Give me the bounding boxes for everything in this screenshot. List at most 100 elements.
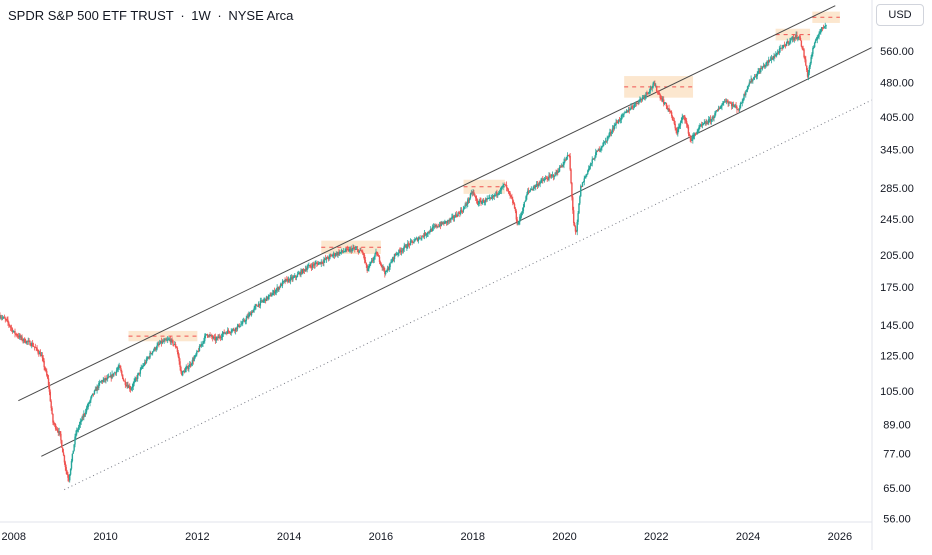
candle-body: [791, 37, 794, 39]
candle-body: [648, 90, 651, 93]
candle-body: [373, 256, 375, 260]
candle-body: [225, 332, 227, 334]
candle-body: [637, 102, 639, 104]
candle-body: [70, 460, 73, 469]
candle-body: [565, 159, 567, 161]
time-tick-label: 2022: [644, 531, 668, 543]
candle-body: [362, 253, 365, 255]
candle-body: [79, 421, 82, 425]
candle-body: [798, 36, 800, 38]
candle-body: [244, 321, 247, 323]
candle-body: [482, 200, 485, 203]
candle-body: [102, 379, 104, 382]
trend-line-2[interactable]: [64, 99, 873, 491]
candle-body: [428, 231, 430, 233]
candle-body: [314, 263, 316, 266]
candle-body: [551, 174, 554, 176]
candle-body: [40, 355, 43, 357]
candle-body: [245, 318, 247, 322]
candle-body: [18, 335, 21, 338]
candle-body: [631, 106, 633, 108]
candle-body: [553, 176, 555, 178]
candle-body: [460, 210, 462, 215]
candle-body: [441, 222, 443, 224]
interval-label[interactable]: 1W: [191, 8, 211, 23]
candle-body: [120, 368, 122, 372]
candle-body: [452, 216, 455, 219]
candle-body: [535, 185, 537, 188]
candle-body: [614, 125, 616, 126]
candle-body: [606, 137, 608, 142]
candle-body: [137, 372, 140, 375]
candle-body: [313, 264, 315, 266]
candle-body: [337, 252, 339, 255]
candle-body: [626, 110, 629, 113]
candle-body: [47, 378, 50, 386]
candle-body: [388, 267, 390, 270]
candle-body: [340, 250, 343, 252]
candle-body: [593, 158, 595, 160]
candle-body: [617, 122, 619, 124]
candle-body: [450, 218, 452, 221]
candle-body: [434, 226, 436, 228]
candle-body: [663, 99, 665, 104]
candle-body: [692, 136, 694, 141]
candle-body: [148, 357, 150, 358]
candle-body: [543, 179, 546, 181]
candle-body: [197, 351, 199, 352]
candle-body: [321, 261, 323, 263]
time-axis[interactable]: 2008 2010 2012 2014 2016 2018 2020 2022 2024 2026: [2, 531, 853, 543]
candle-body: [61, 447, 64, 453]
candle-body: [144, 362, 146, 365]
candle-body: [640, 98, 643, 100]
candle-body: [31, 343, 33, 346]
candle-body: [541, 179, 543, 181]
candle-body: [591, 159, 593, 164]
time-tick-label: 2024: [736, 531, 760, 543]
candle-body: [285, 279, 287, 282]
candle-body: [677, 129, 679, 134]
time-tick-label: 2010: [93, 531, 117, 543]
candle-body: [753, 77, 755, 80]
candle-body: [710, 118, 713, 122]
trend-line-0[interactable]: [18, 5, 836, 402]
candle-body: [152, 350, 155, 352]
candle-body: [664, 102, 667, 104]
trend-line-1[interactable]: [41, 46, 873, 457]
candle-body: [662, 99, 664, 102]
candle-body: [445, 221, 448, 223]
candle-body: [247, 316, 249, 318]
currency-button[interactable]: USD: [876, 4, 924, 26]
candle-body: [214, 337, 217, 341]
candle-body: [263, 299, 265, 302]
candle-body: [180, 367, 182, 372]
candle-body: [440, 222, 442, 226]
candle-body: [107, 376, 110, 378]
candle-body: [810, 57, 812, 64]
candle-body: [687, 126, 690, 134]
candle-body: [291, 277, 293, 280]
price-tick-label: 56.00: [883, 513, 911, 525]
candle-body: [549, 175, 551, 177]
candle-body: [718, 108, 721, 110]
candle-body: [512, 199, 514, 204]
candle-body: [239, 326, 241, 327]
candle-body: [174, 344, 176, 345]
candle-body: [1, 317, 3, 319]
candle-body: [14, 331, 16, 334]
candle-body: [160, 340, 163, 344]
candle-body: [715, 110, 718, 112]
candle-body: [540, 179, 542, 183]
candle-body: [667, 108, 669, 110]
highlight-zone-5[interactable]: [812, 11, 840, 23]
symbol-title[interactable]: SPDR S&P 500 ETF TRUST · 1W · NYSE Arca: [8, 8, 293, 23]
candle-body: [552, 174, 555, 178]
candle-body: [635, 102, 638, 104]
candle-body: [301, 270, 303, 274]
candle-body: [406, 247, 408, 249]
candle-body: [802, 48, 804, 50]
candle-body: [222, 331, 224, 335]
candle-body: [303, 269, 306, 271]
